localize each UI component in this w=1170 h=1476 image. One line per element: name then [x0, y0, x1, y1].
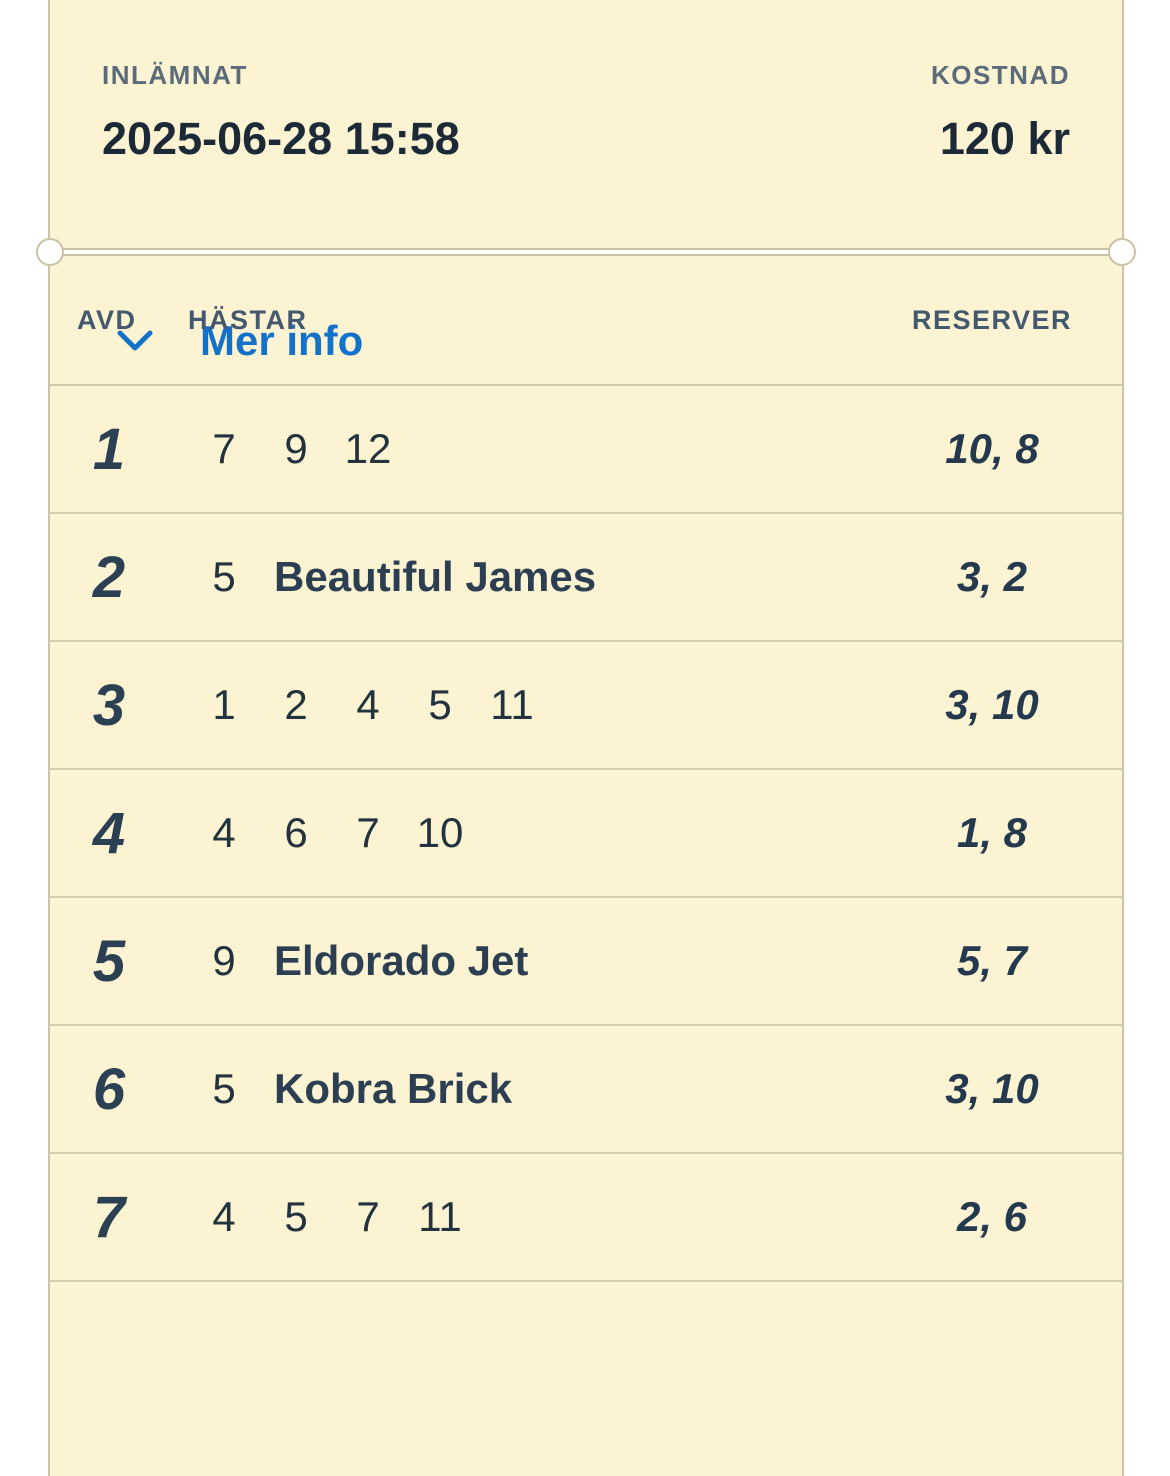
horses-cell: 5 Beautiful James: [168, 553, 862, 601]
leg-number: 2: [92, 544, 126, 610]
coupon-table: AVD HÄSTAR RESERVER 1 7 9 12 10, 8 2 5 Beau…: [50, 256, 1122, 1282]
leg-number: 1: [92, 416, 126, 482]
horses-cell: 9 Eldorado Jet: [168, 937, 862, 985]
table-row: 3 1 2 4 5 11 3, 10: [50, 642, 1122, 770]
reserves-cell: 3, 2: [956, 553, 1028, 600]
horse-number: 7: [356, 1193, 380, 1240]
column-header-hastar: HÄSTAR: [188, 304, 308, 335]
table-row: 5 9 Eldorado Jet 5, 7: [50, 898, 1122, 1026]
table-row: 7 4 5 7 11 2, 6: [50, 1154, 1122, 1282]
cost-label: KOSTNAD: [930, 60, 1070, 90]
receipt-summary: INLÄMNAT KOSTNAD 2025-06-28 15:58 120 kr: [102, 60, 1070, 165]
horses-cell: 5 Kobra Brick: [168, 1065, 862, 1113]
reserves-cell: 1, 8: [956, 809, 1028, 856]
horse-number: 10: [416, 809, 464, 856]
reserves-cell: 3, 10: [945, 1065, 1039, 1112]
horse-number: 1: [212, 681, 236, 728]
horse-name: Eldorado Jet: [274, 937, 529, 984]
horse-number: 4: [212, 1193, 236, 1240]
reserves-cell: 2, 6: [956, 1193, 1028, 1240]
perforation-notch-left: [36, 238, 64, 266]
horse-number: 7: [356, 809, 380, 856]
footer-row: Mer info: [50, 256, 1122, 426]
table-rows: 1 7 9 12 10, 8 2 5 Beautiful James 3, 2 3 1…: [50, 386, 1122, 1282]
more-info-label[interactable]: Mer info: [200, 317, 364, 364]
leg-number: 5: [92, 928, 126, 994]
column-header-reserver: RESERVER: [911, 304, 1073, 335]
horse-number: 4: [212, 809, 236, 856]
horse-name: Kobra Brick: [274, 1065, 513, 1112]
table-row: 2 5 Beautiful James 3, 2: [50, 514, 1122, 642]
horse-number: 5: [284, 1193, 308, 1240]
horse-number: 12: [344, 425, 392, 472]
horse-number: 6: [284, 809, 308, 856]
horse-number: 11: [418, 1193, 462, 1240]
horse-number: 5: [428, 681, 452, 728]
column-header-avd: AVD: [77, 304, 137, 335]
perforation-notch-right: [1108, 238, 1136, 266]
reserves-cell: 10, 8: [945, 425, 1039, 472]
leg-number: 6: [92, 1056, 126, 1122]
cost-value: 120 kr: [939, 113, 1070, 164]
leg-number: 3: [92, 672, 126, 738]
more-info-button[interactable]: Mer info: [116, 317, 363, 365]
horses-cell: 4 6 7 10: [168, 809, 862, 857]
horse-number: 5: [212, 1065, 236, 1112]
receipt-summary-card: INLÄMNAT KOSTNAD 2025-06-28 15:58 120 kr: [48, 0, 1124, 250]
table-row: 1 7 9 12 10, 8: [50, 386, 1122, 514]
horse-number: 9: [212, 937, 236, 984]
horses-cell: 4 5 7 11: [168, 1193, 862, 1241]
horse-number: 4: [356, 681, 380, 728]
horse-number: 5: [212, 553, 236, 600]
table-row: 6 5 Kobra Brick 3, 10: [50, 1026, 1122, 1154]
coupon-card: AVD HÄSTAR RESERVER 1 7 9 12 10, 8 2 5 Beau…: [48, 254, 1124, 1476]
chevron-down-icon[interactable]: [116, 329, 154, 353]
reserves-cell: 3, 10: [945, 681, 1039, 728]
table-row: 4 4 6 7 10 1, 8: [50, 770, 1122, 898]
horses-cell: 7 9 12: [168, 425, 862, 473]
leg-number: 4: [92, 800, 126, 866]
horse-number: 2: [284, 681, 308, 728]
submitted-value: 2025-06-28 15:58: [102, 113, 460, 164]
horses-cell: 1 2 4 5 11: [168, 681, 862, 729]
horse-number: 11: [490, 681, 534, 728]
table-header-row: AVD HÄSTAR RESERVER: [50, 256, 1122, 386]
horse-name: Beautiful James: [274, 553, 597, 600]
horse-number: 9: [284, 425, 308, 472]
horse-number: 7: [212, 425, 236, 472]
submitted-label: INLÄMNAT: [102, 60, 248, 90]
reserves-cell: 5, 7: [956, 937, 1028, 984]
leg-number: 7: [92, 1184, 126, 1250]
